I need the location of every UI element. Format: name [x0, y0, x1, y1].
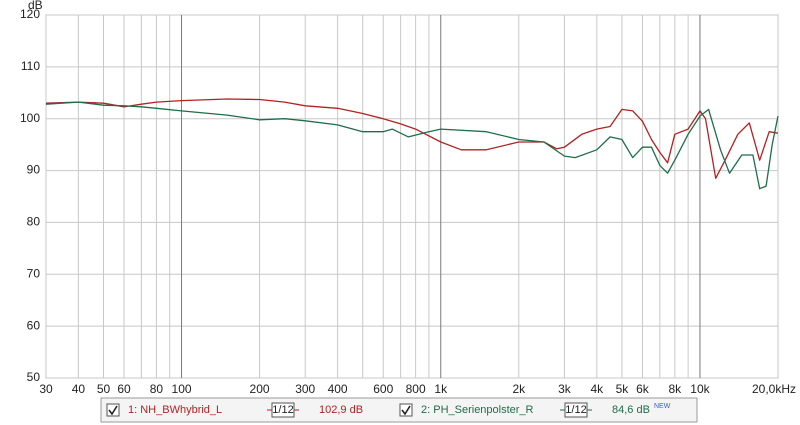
x-tick-label: 8k — [669, 382, 683, 396]
checkmark — [108, 405, 118, 416]
x-tick-label: 3k — [558, 382, 572, 396]
y-tick-label: 50 — [27, 370, 41, 384]
level-label: 102,9 dB — [319, 404, 363, 416]
y-tick-label: 80 — [27, 215, 41, 229]
y-tick-label: 120 — [20, 7, 40, 21]
level-label: 84,6 dB — [612, 404, 650, 416]
x-tick-label: 800 — [406, 382, 426, 396]
plot-area — [45, 14, 779, 379]
legend-label: 1: NH_BWhybrid_L — [128, 404, 222, 416]
y-tick-label: 60 — [27, 318, 41, 332]
checkbox — [106, 403, 120, 417]
smoothing-box — [271, 402, 295, 418]
x-tick-label: 100 — [172, 382, 192, 396]
x-tick-label: 10k — [690, 382, 710, 396]
response-curve — [45, 101, 779, 190]
y-axis-label: dB — [28, 0, 43, 12]
x-tick-label: 30 — [39, 382, 53, 396]
badge: NEW — [654, 403, 671, 410]
smoothing-label: 1/12 — [272, 404, 293, 416]
smoothing-box — [564, 402, 588, 418]
x-tick-label: 600 — [373, 382, 393, 396]
smoothing-label: 1/12 — [565, 404, 586, 416]
response-curve — [45, 98, 779, 179]
y-tick-label: 100 — [20, 111, 40, 125]
y-tick-label: 110 — [21, 59, 40, 73]
x-tick-label: 20,0kHz — [752, 382, 796, 396]
x-tick-label: 4k — [590, 382, 604, 396]
x-tick-label: 50 — [97, 382, 111, 396]
x-tick-label: 2k — [512, 382, 526, 396]
x-tick-label: 6k — [636, 382, 650, 396]
legend-label: 2: PH_Serienpolster_R — [421, 404, 534, 416]
checkmark — [401, 405, 411, 416]
x-tick-label: 300 — [295, 382, 315, 396]
y-tick-label: 70 — [27, 266, 41, 280]
y-tick-label: 90 — [27, 163, 41, 177]
x-tick-label: 40 — [72, 382, 86, 396]
x-tick-label: 60 — [117, 382, 131, 396]
x-tick-label: 1k — [434, 382, 448, 396]
x-tick-label: 400 — [328, 382, 348, 396]
grid — [45, 14, 779, 379]
x-tick-label: 5k — [616, 382, 630, 396]
x-tick-label: 200 — [250, 382, 270, 396]
legend — [100, 397, 698, 423]
x-tick-label: 80 — [150, 382, 164, 396]
checkbox — [399, 403, 413, 417]
